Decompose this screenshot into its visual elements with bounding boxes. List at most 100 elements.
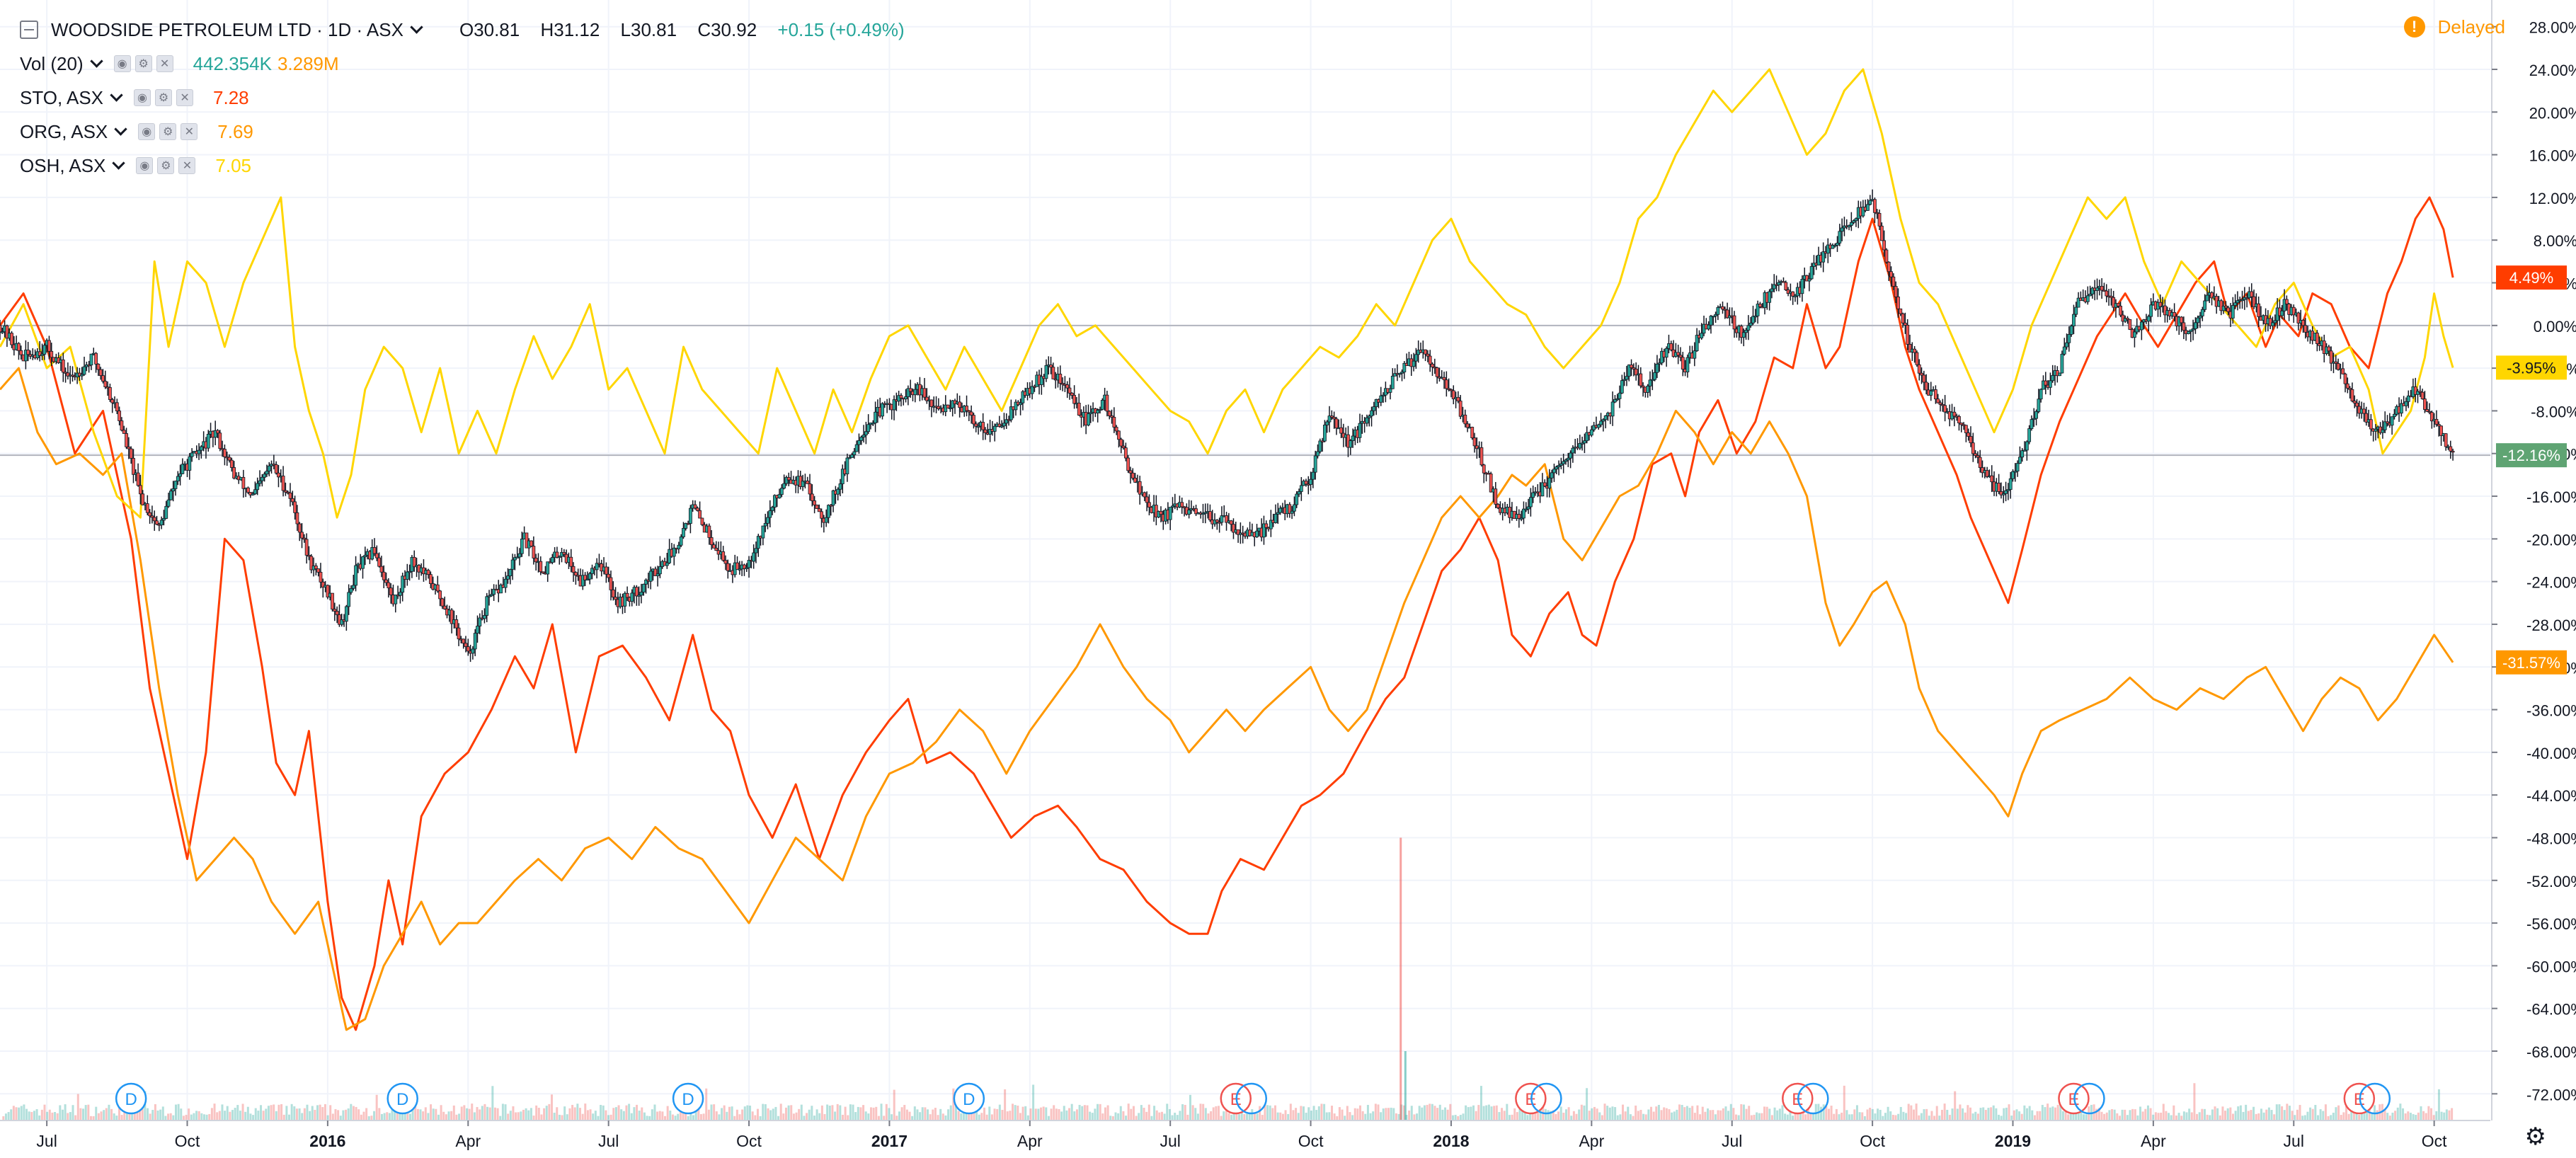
- volume-bar: [1668, 1109, 1671, 1120]
- volume-bar: [1176, 1115, 1179, 1120]
- legend-item-name[interactable]: OSH, ASX: [20, 155, 106, 176]
- price-axis-label: 12.00%: [2529, 190, 2576, 207]
- volume-bar: [373, 1111, 376, 1120]
- candle-body: [1866, 204, 1870, 211]
- gear-icon[interactable]: ⚙: [159, 123, 177, 140]
- gear-icon[interactable]: ⚙: [155, 89, 173, 106]
- candle-body: [1494, 488, 1498, 505]
- candle-body: [988, 429, 992, 435]
- candle-body: [66, 372, 70, 377]
- candle-body: [965, 406, 968, 411]
- volume-bar: [2412, 1114, 2415, 1120]
- symbol-title[interactable]: WOODSIDE PETROLEUM LTD · 1D · ASX: [51, 19, 403, 40]
- legend-item-name[interactable]: STO, ASX: [20, 87, 104, 108]
- chevron-down-icon[interactable]: [110, 88, 123, 102]
- volume-bar: [2097, 1108, 2100, 1120]
- volume-bar: [658, 1111, 661, 1120]
- price-axis-label: 8.00%: [2534, 232, 2576, 250]
- candle-body: [485, 596, 489, 616]
- candle-body: [829, 505, 833, 507]
- candle-body: [808, 483, 812, 495]
- volume-bar: [1140, 1105, 1143, 1120]
- volume-bar: [1570, 1116, 1573, 1120]
- volume-bar: [105, 1108, 108, 1120]
- eye-icon[interactable]: ◉: [136, 157, 154, 174]
- volume-bar: [1238, 1114, 1241, 1120]
- volume-bar: [1158, 1112, 1161, 1120]
- close-icon[interactable]: ✕: [156, 55, 173, 72]
- volume-bar: [841, 1114, 844, 1120]
- volume-bar: [2061, 1111, 2064, 1120]
- gear-icon[interactable]: ⚙: [157, 157, 175, 174]
- close-icon[interactable]: ✕: [181, 123, 198, 140]
- volume-bar: [141, 1106, 144, 1120]
- eye-icon[interactable]: ◉: [138, 123, 156, 140]
- candle-body: [766, 517, 769, 524]
- dividend-marker[interactable]: [2359, 1082, 2391, 1115]
- volume-bar: [2031, 1110, 2034, 1120]
- volume-bar: [1732, 1108, 1735, 1120]
- volume-bar: [1336, 1116, 1339, 1120]
- gear-icon[interactable]: ⚙: [134, 55, 152, 72]
- close-icon[interactable]: ✕: [178, 157, 196, 174]
- candle-body: [1836, 243, 1839, 246]
- dividend-marker[interactable]: [1235, 1082, 1268, 1115]
- volume-bar: [828, 1105, 831, 1120]
- chevron-down-icon[interactable]: [112, 156, 126, 170]
- time-axis-label: Apr: [1579, 1132, 1604, 1150]
- candle-body: [1316, 451, 1320, 457]
- volume-bar: [504, 1104, 507, 1120]
- legend-item[interactable]: Vol (20) ◉ ⚙ ✕ 442.354K 3.289M: [20, 47, 920, 81]
- candle-body: [1714, 314, 1717, 316]
- close-icon[interactable]: ✕: [176, 89, 194, 106]
- candle-body: [1952, 411, 1957, 417]
- candle-body: [1379, 395, 1383, 403]
- legend-item[interactable]: STO, ASX ◉ ⚙ ✕ 7.28: [20, 81, 920, 115]
- series-line-sto[interactable]: [0, 196, 2454, 1031]
- chevron-down-icon[interactable]: [114, 122, 127, 136]
- delayed-indicator[interactable]: ! Delayed: [2403, 13, 2505, 41]
- candle-body: [96, 363, 101, 370]
- volume-bar: [1637, 1111, 1639, 1120]
- volume-bar: [579, 1108, 582, 1120]
- volume-bar: [2229, 1107, 2232, 1120]
- candle-body: [1887, 261, 1891, 273]
- candle-body: [648, 571, 653, 582]
- candle-body: [1746, 325, 1751, 331]
- candle-body: [1009, 406, 1013, 420]
- volume-bar: [818, 1113, 821, 1120]
- candle-body: [658, 566, 662, 575]
- dividend-marker[interactable]: [953, 1082, 985, 1115]
- volume-bar: [543, 1108, 546, 1120]
- candle-body: [1599, 420, 1603, 425]
- legend-item-name[interactable]: Vol (20): [20, 53, 84, 74]
- dividend-marker[interactable]: [672, 1082, 704, 1115]
- candle-body: [326, 585, 330, 597]
- candle-body: [614, 597, 617, 600]
- collapse-icon[interactable]: [20, 21, 38, 39]
- dividend-marker[interactable]: [387, 1082, 418, 1115]
- legend-item-name[interactable]: ORG, ASX: [20, 121, 108, 142]
- volume-bar: [772, 1108, 774, 1120]
- candle-body: [120, 420, 124, 431]
- chevron-down-icon[interactable]: [89, 54, 103, 68]
- legend-item[interactable]: OSH, ASX ◉ ⚙ ✕ 7.05: [20, 149, 920, 183]
- dividend-marker[interactable]: [1530, 1082, 1562, 1115]
- eye-icon[interactable]: ◉: [113, 55, 131, 72]
- candle-body: [974, 423, 978, 427]
- candle-body: [1884, 249, 1889, 263]
- price-axis-label: -48.00%: [2526, 830, 2576, 847]
- legend-item[interactable]: ORG, ASX ◉ ⚙ ✕ 7.69: [20, 115, 920, 149]
- chevron-down-icon[interactable]: [410, 20, 423, 34]
- series-line-org[interactable]: [0, 367, 2454, 1031]
- candle-body: [1707, 324, 1711, 330]
- volume-bar: [12, 1106, 15, 1120]
- dividend-marker[interactable]: [115, 1082, 147, 1115]
- gear-icon[interactable]: ⚙: [2524, 1123, 2546, 1151]
- dividend-marker[interactable]: [1797, 1082, 1829, 1115]
- dividend-marker[interactable]: [2073, 1082, 2105, 1115]
- eye-icon[interactable]: ◉: [134, 89, 151, 106]
- series-line-osh[interactable]: [0, 68, 2454, 519]
- volume-bar: [481, 1106, 483, 1120]
